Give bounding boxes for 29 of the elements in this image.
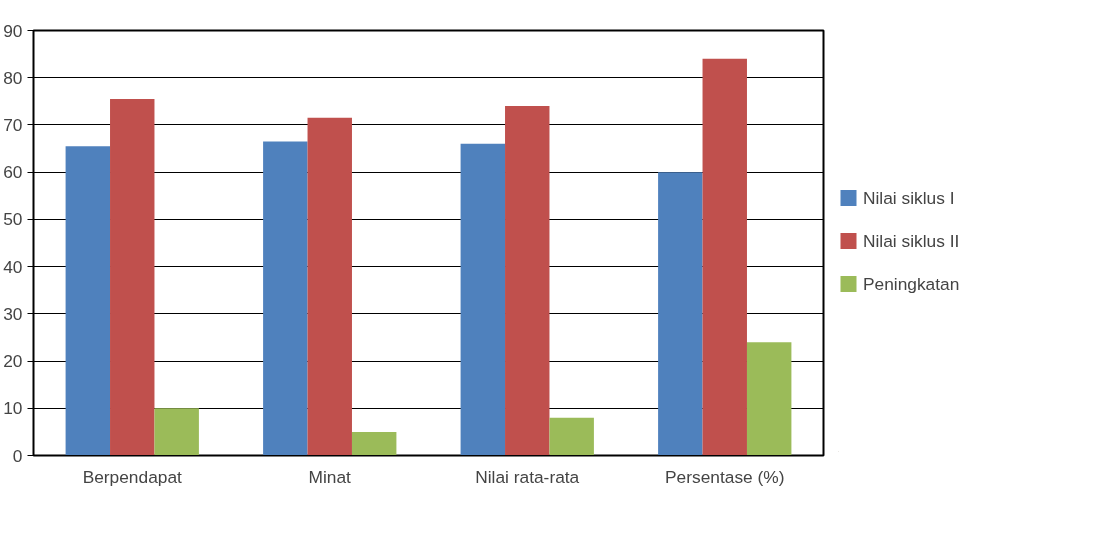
- legend-label: Nilai siklus II: [863, 230, 960, 251]
- x-tick-label: Nilai rata-rata: [475, 466, 580, 487]
- y-tick-label: 70: [3, 114, 23, 135]
- y-tick-label: 40: [3, 256, 23, 277]
- bar: [263, 141, 308, 456]
- y-tick-label: 60: [3, 162, 23, 183]
- bar: [746, 342, 792, 456]
- y-tick-label: 0: [12, 445, 23, 466]
- bar: [154, 408, 199, 456]
- y-tick-label: 30: [3, 303, 23, 324]
- x-tick-label: Minat: [308, 466, 352, 487]
- x-tick-label: Berpendapat: [82, 466, 183, 487]
- x-tick-label: Persentase (%): [665, 466, 785, 487]
- y-tick-label: 20: [3, 351, 23, 372]
- bar: [65, 146, 111, 456]
- y-tick-label: 80: [3, 67, 23, 88]
- y-tick-label: 50: [3, 209, 23, 230]
- legend-label: Nilai siklus I: [863, 187, 955, 208]
- y-tick-label: 90: [3, 20, 23, 41]
- legend-label: Peningkatan: [863, 273, 960, 294]
- bar: [549, 417, 594, 456]
- bar: [307, 117, 352, 456]
- bar: [110, 98, 155, 456]
- bar: [658, 172, 703, 456]
- bar: [702, 58, 747, 456]
- bar: [505, 106, 550, 456]
- y-tick-label: 10: [3, 398, 23, 419]
- bar: [460, 143, 506, 456]
- bar: [351, 431, 397, 456]
